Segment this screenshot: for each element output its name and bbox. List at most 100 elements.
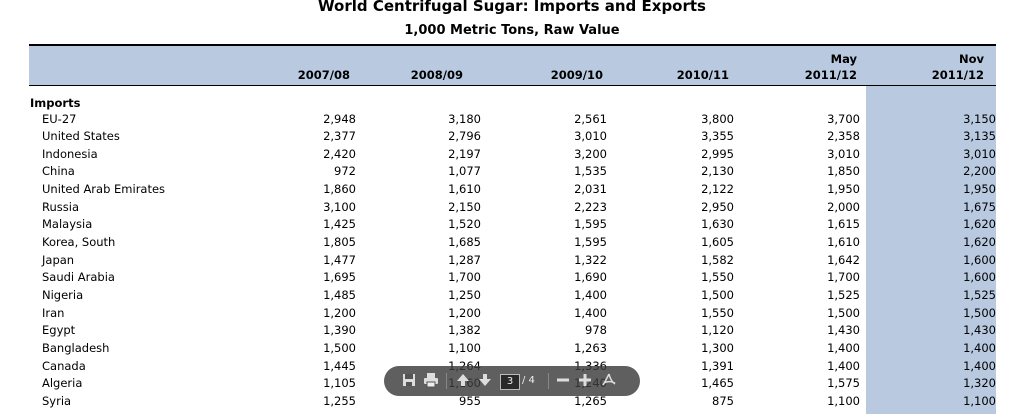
page-up-icon[interactable] — [454, 372, 472, 390]
value-cell: 1,400 — [827, 340, 860, 355]
value-cell: 2,950 — [701, 199, 734, 214]
value-cell: 1,465 — [701, 376, 734, 391]
country-name: China — [42, 164, 75, 179]
value-cell: 2,031 — [574, 182, 607, 197]
value-cell: 1,605 — [701, 235, 734, 250]
value-cell: 1,077 — [448, 164, 481, 179]
value-cell: 3,010 — [574, 129, 607, 144]
value-cell: 1,860 — [323, 182, 356, 197]
value-cell: 1,700 — [827, 270, 860, 285]
value-cell: 1,430 — [827, 323, 860, 338]
value-cell: 1,500 — [701, 288, 734, 302]
value-cell: 1,477 — [323, 252, 356, 267]
value-cell: 1,620 — [963, 235, 996, 250]
value-cell: 1,695 — [323, 270, 356, 285]
value-cell: 2,130 — [701, 164, 734, 179]
value-cell: 1,610 — [448, 182, 481, 197]
table-row: Syria 1,255 955 1,265 875 1,100 1,100 — [0, 393, 1024, 411]
table-row: China 972 1,077 1,535 2,130 1,850 2,200 — [0, 163, 1024, 181]
value-cell: 1,430 — [963, 323, 996, 338]
table-row: Bangladesh 1,500 1,100 1,263 1,300 1,400 1,400 — [0, 340, 1024, 358]
value-cell: 1,200 — [323, 305, 356, 320]
toolbar-separator — [446, 373, 447, 389]
value-cell: 1,950 — [827, 182, 860, 197]
value-cell: 1,535 — [574, 164, 607, 179]
value-cell: 3,200 — [574, 146, 607, 161]
country-name: Iran — [42, 305, 65, 320]
value-cell: 2,000 — [827, 199, 860, 214]
value-cell: 1,620 — [963, 217, 996, 232]
value-cell: 1,382 — [448, 323, 481, 338]
value-cell: 2,223 — [574, 199, 607, 214]
value-cell: 2,358 — [827, 129, 860, 144]
value-cell: 1,400 — [574, 288, 607, 302]
country-name: Egypt — [42, 323, 76, 338]
country-name: Saudi Arabia — [42, 270, 115, 285]
value-cell: 1,400 — [827, 358, 860, 373]
value-cell: 1,610 — [827, 235, 860, 250]
value-cell: 1,685 — [448, 235, 481, 250]
value-cell: 1,595 — [574, 235, 607, 250]
value-cell: 1,250 — [448, 288, 481, 302]
acrobat-icon[interactable] — [600, 372, 618, 390]
value-cell: 1,425 — [323, 217, 356, 232]
value-cell: 1,550 — [701, 270, 734, 285]
value-cell: 2,796 — [448, 129, 481, 144]
table-row: United Arab Emirates 1,860 1,610 2,031 2,122… — [0, 181, 1024, 199]
value-cell: 1,390 — [323, 323, 356, 338]
value-cell: 2,420 — [323, 146, 356, 161]
value-cell: 1,265 — [574, 393, 607, 408]
value-cell: 2,948 — [323, 111, 356, 126]
country-name: Malaysia — [42, 217, 93, 232]
value-cell: 1,485 — [323, 288, 356, 302]
print-icon[interactable] — [422, 372, 440, 390]
value-cell: 1,287 — [448, 252, 481, 267]
value-cell: 1,595 — [574, 217, 607, 232]
value-cell: 1,805 — [323, 235, 356, 250]
column-header-year: 2011/12 — [931, 68, 984, 82]
value-cell: 1,500 — [963, 305, 996, 320]
value-cell: 2,995 — [701, 146, 734, 161]
table-row: EU-27 2,948 3,180 2,561 3,800 3,700 3,150 — [0, 111, 1024, 129]
country-name: Canada — [42, 358, 86, 373]
value-cell: 1,400 — [963, 340, 996, 355]
value-cell: 3,150 — [963, 111, 996, 126]
value-cell: 2,197 — [448, 146, 481, 161]
value-cell: 1,320 — [963, 376, 996, 391]
value-cell: 2,377 — [323, 129, 356, 144]
value-cell: 978 — [585, 323, 607, 338]
value-cell: 1,400 — [574, 305, 607, 320]
table-row: Nigeria 1,485 1,250 1,400 1,500 1,525 1,525 — [0, 287, 1024, 305]
table-row: Russia 3,100 2,150 2,223 2,950 2,000 1,675 — [0, 199, 1024, 217]
column-header-year: 2009/10 — [550, 68, 603, 82]
table-header-rule — [29, 85, 996, 86]
zoom-in-icon[interactable] — [576, 372, 594, 390]
table-row: United States 2,377 2,796 3,010 3,355 2,358 3,… — [0, 128, 1024, 146]
value-cell: 1,100 — [448, 340, 481, 355]
value-cell: 1,100 — [827, 393, 860, 408]
country-name: Korea, South — [42, 235, 116, 250]
value-cell: 1,690 — [574, 270, 607, 285]
value-cell: 1,850 — [827, 164, 860, 179]
table-row: Iran 1,200 1,200 1,400 1,550 1,500 1,500 — [0, 305, 1024, 323]
zoom-out-icon[interactable] — [554, 372, 572, 390]
value-cell: 2,150 — [448, 199, 481, 214]
table-row: Egypt 1,390 1,382 978 1,120 1,430 1,430 — [0, 322, 1024, 340]
value-cell: 1,600 — [963, 252, 996, 267]
value-cell: 1,675 — [963, 199, 996, 214]
value-cell: 1,400 — [963, 358, 996, 373]
page-number-input[interactable]: 3 — [500, 374, 520, 390]
country-name: United Arab Emirates — [42, 182, 166, 197]
save-icon[interactable] — [400, 372, 418, 390]
value-cell: 1,445 — [323, 358, 356, 373]
value-cell: 1,105 — [323, 376, 356, 391]
value-cell: 1,500 — [323, 340, 356, 355]
table-header-band — [29, 46, 996, 85]
page-down-icon[interactable] — [476, 372, 494, 390]
page-total: / 4 — [522, 375, 535, 386]
page-subtitle: 1,000 Metric Tons, Raw Value — [404, 23, 620, 38]
value-cell: 1,525 — [827, 288, 860, 302]
table-row: Saudi Arabia 1,695 1,700 1,690 1,550 1,700 1,6… — [0, 269, 1024, 287]
column-header-year: 2010/11 — [676, 68, 729, 82]
value-cell: 3,010 — [963, 146, 996, 161]
